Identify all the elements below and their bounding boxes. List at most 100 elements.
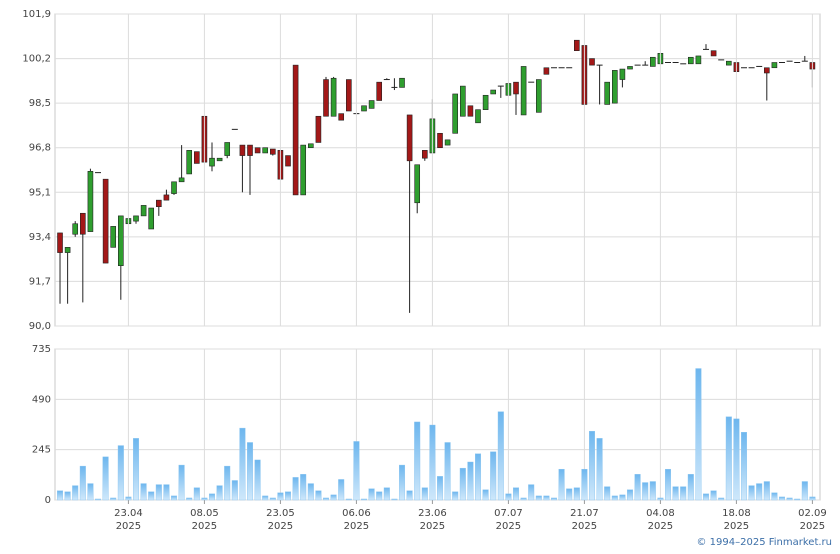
volume-bar bbox=[665, 468, 672, 501]
candle-body bbox=[300, 144, 307, 196]
x-tick-label: 21.07 bbox=[570, 508, 599, 519]
x-tick-label: 07.07 bbox=[494, 508, 523, 519]
candle-body bbox=[156, 199, 162, 208]
volume-bar bbox=[285, 491, 292, 501]
y-tick-label: 490 bbox=[32, 394, 51, 405]
volume-bar bbox=[505, 493, 512, 501]
volume-bar bbox=[247, 442, 254, 501]
candle-body bbox=[262, 147, 269, 154]
candle-body bbox=[239, 144, 246, 156]
volume-bar bbox=[262, 495, 269, 501]
volume-bar bbox=[391, 498, 398, 501]
candle-body bbox=[80, 212, 86, 235]
volume-bar bbox=[551, 497, 558, 501]
volume-bar bbox=[171, 495, 178, 501]
candle-body bbox=[452, 93, 459, 134]
volume-bar bbox=[520, 497, 527, 501]
volume-bar bbox=[102, 456, 109, 501]
x-tick-year: 2025 bbox=[724, 521, 749, 532]
candle-body bbox=[224, 142, 231, 156]
volume-bar bbox=[110, 497, 117, 501]
candle-body bbox=[513, 81, 519, 95]
candle-body bbox=[133, 215, 139, 222]
volume-bar bbox=[809, 496, 816, 501]
candle-body bbox=[437, 132, 443, 149]
volume-bar bbox=[535, 495, 542, 501]
candle-body bbox=[163, 194, 170, 201]
candle-body bbox=[330, 77, 337, 117]
volume-bar bbox=[140, 483, 147, 501]
volume-bar bbox=[444, 442, 451, 501]
candle-body bbox=[475, 109, 481, 124]
candle-body bbox=[444, 139, 451, 146]
volume-bar bbox=[163, 484, 170, 501]
x-tick-label: 23.06 bbox=[418, 508, 447, 519]
volume-bar bbox=[148, 491, 155, 501]
volume-bar bbox=[277, 492, 284, 501]
candle-body bbox=[520, 66, 527, 116]
candle-body bbox=[726, 60, 732, 66]
volume-bar bbox=[657, 497, 664, 501]
x-tick-year: 2025 bbox=[648, 521, 673, 532]
candle-body bbox=[619, 68, 626, 80]
volume-bar bbox=[482, 489, 489, 501]
volume-bar bbox=[79, 465, 86, 501]
volume-bar bbox=[239, 427, 246, 501]
y-tick-label: 98,5 bbox=[29, 98, 51, 109]
y-tick-label: 245 bbox=[32, 445, 51, 456]
candle-body bbox=[543, 67, 550, 75]
x-tick-label: 06.06 bbox=[342, 508, 371, 519]
y-tick-label: 101,9 bbox=[22, 9, 51, 20]
y-tick-label: 735 bbox=[32, 344, 51, 355]
volume-bar bbox=[475, 453, 482, 501]
y-tick-label: 100,2 bbox=[22, 54, 51, 65]
volume-bar bbox=[467, 461, 474, 501]
x-tick-year: 2025 bbox=[496, 521, 521, 532]
candle-body bbox=[186, 150, 193, 175]
volume-bar bbox=[72, 485, 79, 501]
candle-body bbox=[399, 77, 405, 88]
volume-bar bbox=[786, 497, 793, 501]
volume-bar bbox=[155, 484, 162, 501]
x-tick-label: 08.05 bbox=[190, 508, 219, 519]
volume-bar bbox=[794, 498, 801, 501]
candle-body bbox=[695, 55, 702, 65]
candle-body bbox=[323, 79, 329, 117]
volume-bar bbox=[703, 493, 710, 501]
volume-bar bbox=[718, 497, 725, 501]
candle-body bbox=[604, 81, 611, 105]
volume-bar bbox=[64, 491, 71, 501]
candle-body bbox=[376, 81, 383, 101]
volume-bar bbox=[604, 486, 611, 501]
y-tick-label: 93,4 bbox=[29, 232, 51, 243]
volume-bar bbox=[490, 451, 497, 501]
volume-bar bbox=[315, 490, 322, 501]
candle-body bbox=[361, 105, 367, 112]
candle-body bbox=[368, 100, 375, 109]
candle-body bbox=[178, 177, 185, 183]
candle-body bbox=[406, 114, 413, 162]
x-tick-label: 18.08 bbox=[722, 508, 751, 519]
volume-bar bbox=[566, 488, 573, 501]
volume-bar bbox=[649, 481, 656, 501]
volume-bar bbox=[254, 459, 261, 501]
volume-bar bbox=[695, 368, 702, 501]
volume-bar bbox=[307, 483, 314, 501]
x-tick-year: 2025 bbox=[420, 521, 445, 532]
volume-bar bbox=[589, 430, 596, 501]
volume-bar bbox=[361, 498, 368, 501]
candle-body bbox=[612, 70, 618, 104]
volume-bar bbox=[763, 481, 770, 501]
volume-bar bbox=[528, 484, 535, 501]
x-tick-label: 23.05 bbox=[266, 508, 295, 519]
volume-bar bbox=[57, 490, 64, 501]
volume-bar bbox=[596, 438, 603, 501]
x-tick-year: 2025 bbox=[268, 521, 293, 532]
volume-bar bbox=[543, 495, 550, 501]
volume-bar bbox=[300, 474, 307, 501]
volume-bar bbox=[345, 498, 352, 501]
volume-bar bbox=[193, 487, 200, 501]
y-tick-label: 91,7 bbox=[29, 276, 51, 287]
candle-body bbox=[209, 157, 215, 167]
volume-bar bbox=[680, 486, 687, 501]
